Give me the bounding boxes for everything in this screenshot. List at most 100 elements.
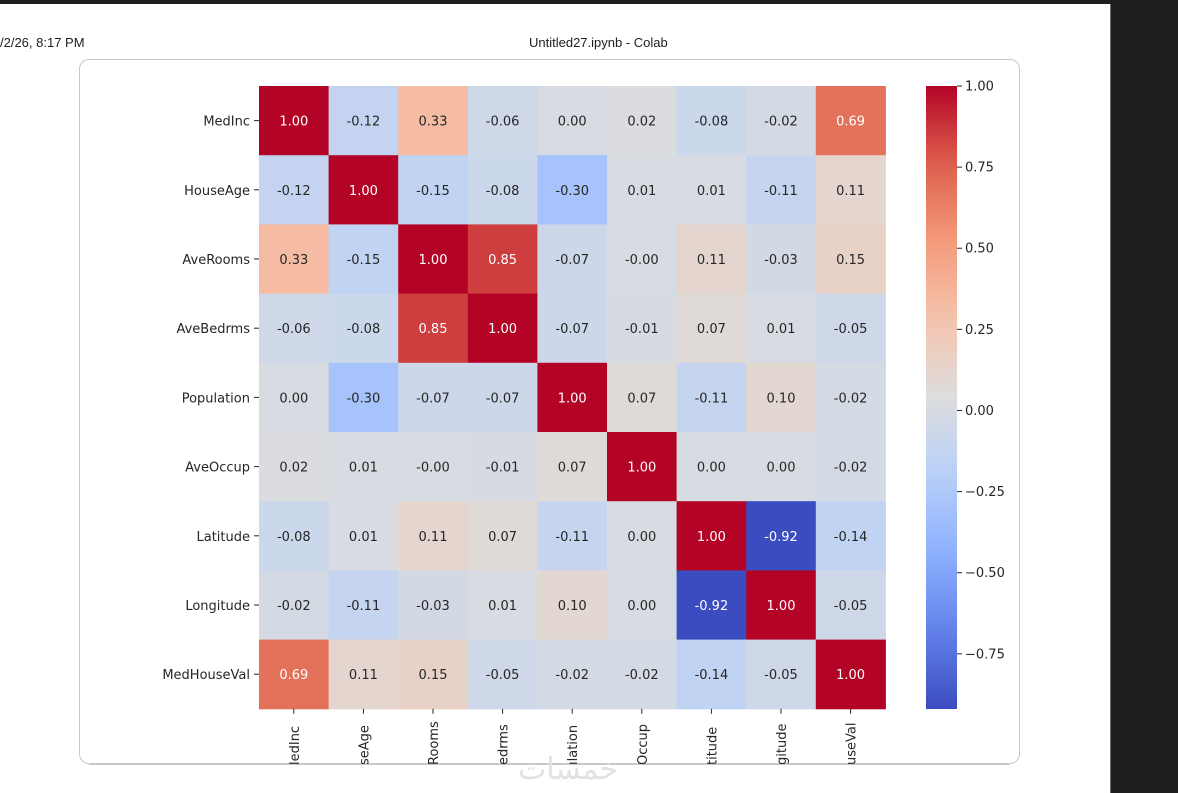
- heatmap-cell: [607, 432, 678, 502]
- heatmap-cell: [815, 155, 886, 225]
- heatmap-cell: [259, 86, 330, 156]
- cell-value-label: 0.33: [419, 115, 448, 130]
- cell-value-label: 0.01: [627, 184, 656, 199]
- cell-value-label: 0.02: [279, 461, 308, 476]
- y-tick-label: AveOccup: [185, 461, 250, 476]
- cell-value-label: -0.03: [764, 253, 798, 268]
- cell-value-label: 1.00: [558, 391, 587, 406]
- heatmap-cell: [815, 639, 886, 710]
- heatmap-cell: [815, 362, 886, 433]
- heatmap-cell: [746, 432, 817, 502]
- cell-value-label: 1.00: [419, 253, 448, 268]
- cell-value-label: 0.00: [627, 530, 656, 545]
- heatmap-cell: [537, 432, 608, 502]
- cell-value-label: -0.02: [277, 599, 311, 614]
- heatmap-cell: [815, 570, 886, 641]
- x-tick-label: ılation: [566, 725, 581, 765]
- cell-value-label: -0.11: [555, 530, 589, 545]
- heatmap-cell: [746, 501, 817, 571]
- cell-value-label: -0.07: [416, 391, 450, 406]
- cell-value-label: 0.01: [349, 530, 378, 545]
- heatmap-cell: [815, 86, 886, 156]
- cell-value-label: 1.00: [279, 115, 308, 130]
- heatmap-cell: [676, 362, 747, 433]
- heatmap-cell: [398, 501, 469, 571]
- cell-value-label: -0.06: [277, 322, 311, 337]
- cell-value-label: -0.08: [277, 530, 311, 545]
- cell-value-label: 0.02: [627, 115, 656, 130]
- cell-value-label: -0.05: [486, 668, 520, 683]
- heatmap-cell: [607, 362, 678, 433]
- x-tick-label: edrms: [497, 724, 512, 765]
- x-tick-label: Occup: [636, 724, 651, 765]
- cell-value-label: -0.08: [486, 184, 520, 199]
- colorbar-tick-label: −0.25: [965, 485, 1005, 500]
- heatmap-cell: [328, 570, 399, 641]
- heatmap-cell: [398, 432, 469, 502]
- x-tick-label: useVal: [845, 723, 860, 765]
- heatmap-cell: [259, 362, 330, 433]
- colorbar-tick-label: −0.75: [965, 647, 1005, 662]
- cell-value-label: 0.00: [767, 461, 796, 476]
- cell-value-label: -0.01: [486, 461, 520, 476]
- y-tick-label: Latitude: [196, 530, 250, 545]
- heatmap-cell: [328, 362, 399, 433]
- heatmap-cell: [815, 224, 886, 295]
- cell-value-label: 0.00: [279, 391, 308, 406]
- cell-value-label: 1.00: [767, 599, 796, 614]
- print-title: Untitled27.ipynb - Colab: [529, 35, 668, 50]
- cell-value-label: -0.01: [625, 322, 659, 337]
- print-date: /2/26, 8:17 PM: [0, 35, 85, 50]
- x-tick-label: titude: [705, 727, 720, 765]
- heatmap-cell: [398, 293, 469, 364]
- cell-value-label: -0.02: [834, 461, 868, 476]
- x-tick-label: ledInc: [288, 726, 303, 765]
- y-tick-label: AveRooms: [182, 253, 250, 268]
- cell-value-label: 1.00: [697, 530, 726, 545]
- cell-value-label: -0.11: [347, 599, 381, 614]
- heatmap-cell: [676, 155, 747, 225]
- cell-value-label: -0.92: [695, 599, 729, 614]
- cell-value-label: -0.07: [555, 253, 589, 268]
- cell-value-label: -0.11: [764, 184, 798, 199]
- cell-value-label: -0.12: [347, 115, 381, 130]
- heatmap-cell: [676, 293, 747, 364]
- y-tick-label: HouseAge: [184, 184, 250, 199]
- cell-value-label: -0.15: [416, 184, 450, 199]
- colorbar-tick-label: 0.75: [965, 161, 994, 176]
- cell-value-label: 1.00: [627, 461, 656, 476]
- heatmap-cell: [746, 570, 817, 641]
- heatmap-cell: [328, 432, 399, 502]
- heatmap-cell: [746, 155, 817, 225]
- heatmap-cell: [259, 570, 330, 641]
- heatmap-cell: [815, 501, 886, 571]
- heatmap-cell: [328, 86, 399, 156]
- cell-value-label: 1.00: [488, 322, 517, 337]
- heatmap-cell: [537, 293, 608, 364]
- cell-value-label: -0.06: [486, 115, 520, 130]
- heatmap-cell: [676, 86, 747, 156]
- colorbar-tick-label: 0.25: [965, 323, 994, 338]
- heatmap-cell: [607, 639, 678, 710]
- heatmap-cell: [537, 639, 608, 710]
- heatmap-cell: [398, 155, 469, 225]
- cell-value-label: -0.30: [555, 184, 589, 199]
- cell-value-label: -0.02: [834, 391, 868, 406]
- y-tick-label: Longitude: [185, 599, 250, 614]
- heatmap-cell: [467, 224, 538, 295]
- heatmap-cell: [746, 639, 817, 710]
- viewer-top-bar: [0, 0, 1178, 4]
- heatmap-cell: [537, 362, 608, 433]
- colorbar: [926, 86, 957, 709]
- heatmap-cell: [328, 501, 399, 571]
- colorbar-tick-label: 0.50: [965, 242, 994, 257]
- heatmap-cell: [328, 224, 399, 295]
- cell-value-label: -0.92: [764, 530, 798, 545]
- heatmap-cell: [537, 86, 608, 156]
- heatmap-cell: [676, 432, 747, 502]
- heatmap-cell: [537, 224, 608, 295]
- cell-value-label: -0.30: [347, 391, 381, 406]
- cell-value-label: -0.15: [347, 253, 381, 268]
- cell-value-label: 0.00: [627, 599, 656, 614]
